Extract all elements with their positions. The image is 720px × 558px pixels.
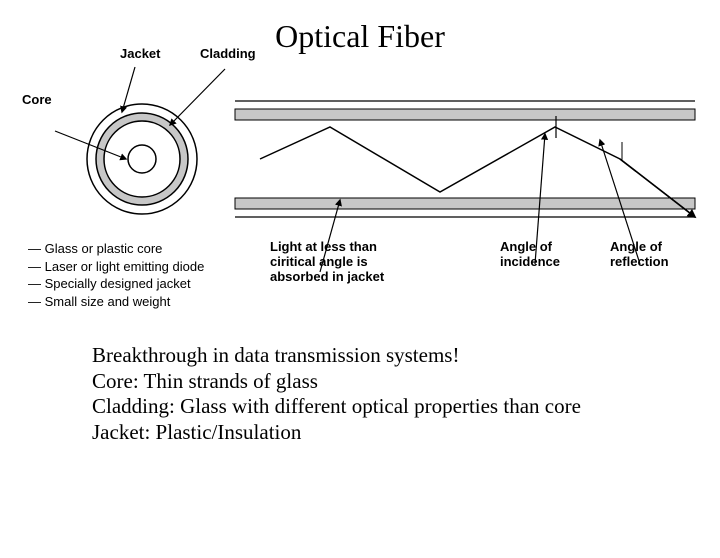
feature-bullet-item: Glass or plastic core	[28, 240, 204, 258]
page-title: Optical Fiber	[0, 18, 720, 55]
body-text: Breakthrough in data transmission system…	[92, 343, 720, 445]
label-cladding: Cladding	[200, 47, 256, 62]
label-core: Core	[22, 93, 52, 108]
label-jacket: Jacket	[120, 47, 160, 62]
feature-bullet-item: Specially designed jacket	[28, 275, 204, 293]
feature-bullets: Glass or plastic coreLaser or light emit…	[28, 240, 204, 310]
label-critical-angle: Light at less than ciritical angle is ab…	[270, 240, 384, 285]
feature-bullet-item: Laser or light emitting diode	[28, 258, 204, 276]
body-line: Core: Thin strands of glass	[92, 369, 720, 395]
body-line: Breakthrough in data transmission system…	[92, 343, 720, 369]
label-angle-reflection: Angle of reflection	[610, 240, 669, 270]
diagram-area: Jacket Core Cladding Light at less than …	[0, 55, 720, 335]
label-angle-incidence: Angle of incidence	[500, 240, 560, 270]
body-line: Cladding: Glass with different optical p…	[92, 394, 720, 420]
body-line: Jacket: Plastic/Insulation	[92, 420, 720, 446]
feature-bullet-item: Small size and weight	[28, 293, 204, 311]
